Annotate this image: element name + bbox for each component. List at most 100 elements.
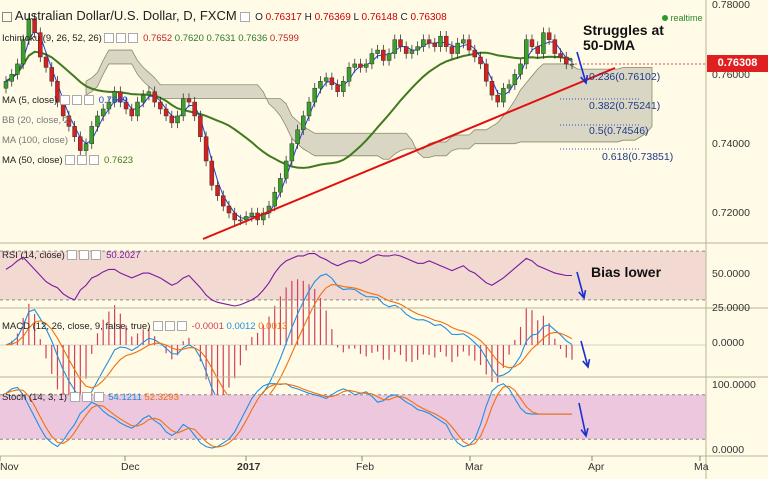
candle-body	[472, 49, 478, 58]
fib-level-05: 0.5(0.74546)	[589, 125, 649, 137]
candle-body	[352, 63, 357, 68]
ichimoku-value-1: 0.7652	[143, 33, 173, 44]
rsi-legend: RSI (14, close) 50.2027	[2, 250, 140, 262]
macd-line	[5, 273, 573, 418]
stoch-k-line	[5, 383, 572, 449]
candle-body	[466, 39, 472, 51]
candle-body	[501, 87, 506, 103]
candle-body	[283, 160, 289, 179]
candle-body	[129, 108, 135, 117]
candle-body	[43, 56, 49, 68]
indicator-eye-icon[interactable]	[69, 392, 80, 403]
indicator-eye-icon[interactable]	[104, 33, 115, 44]
stoch-tick: 0.0000	[712, 444, 745, 456]
candle-body	[461, 39, 466, 44]
candle-body	[483, 63, 489, 82]
ma50-value: 0.7623	[104, 155, 134, 166]
candle-body	[529, 39, 535, 47]
indicator-eye-icon[interactable]	[153, 321, 164, 332]
candle-body	[369, 53, 375, 65]
candle-body	[432, 42, 438, 47]
indicator-settings-icon[interactable]	[72, 95, 83, 106]
stoch-pane[interactable]	[0, 383, 706, 449]
ichimoku-value-4: 0.7636	[238, 33, 268, 44]
indicator-close-icon[interactable]	[128, 33, 139, 44]
indicator-close-icon[interactable]	[177, 321, 188, 332]
low-value: 0.76148	[361, 12, 398, 23]
low-label: L	[353, 12, 359, 23]
candle-body	[524, 39, 529, 65]
stoch-d-line	[5, 383, 572, 448]
rsi-line	[5, 252, 572, 307]
candle-body	[358, 63, 363, 68]
candle-body	[272, 191, 277, 207]
indicator-eye-icon[interactable]	[67, 250, 78, 261]
indicator-eye-icon[interactable]	[65, 155, 76, 166]
candle-body	[306, 101, 312, 117]
candle-body	[564, 56, 569, 65]
candle-body	[175, 115, 180, 124]
indicator-settings-icon[interactable]	[79, 250, 90, 261]
macd-label: MACD (12, 26, close, 9, false, true)	[2, 321, 151, 332]
indicator-settings-icon[interactable]	[165, 321, 176, 332]
indicator-close-icon[interactable]	[93, 392, 104, 403]
macd-pane[interactable]	[0, 273, 706, 418]
indicator-settings-icon[interactable]	[116, 33, 127, 44]
collapse-icon[interactable]	[2, 11, 12, 22]
ma100-legend: MA (100, close)	[2, 135, 68, 147]
candle-body	[226, 205, 232, 214]
candle-body	[295, 129, 300, 144]
candle-body	[478, 56, 483, 65]
indicator-eye-icon[interactable]	[60, 95, 71, 106]
open-value: 0.76317	[265, 12, 302, 23]
ma50-label: MA (50, close)	[2, 155, 63, 166]
candle-body	[381, 49, 386, 61]
candle-body	[341, 81, 346, 92]
ichimoku-value-3: 0.7631	[206, 33, 236, 44]
candle-body	[198, 115, 203, 137]
rsi-tick: 50.0000	[712, 268, 750, 280]
candle-body	[335, 84, 340, 92]
price-tick: 0.74000	[712, 138, 750, 150]
candle-body	[78, 136, 83, 151]
candle-body	[546, 32, 552, 40]
candle-body	[238, 219, 243, 222]
candle-body	[49, 67, 54, 82]
macd-hist-value: -0.0001	[191, 321, 224, 332]
settings-icon[interactable]	[240, 12, 251, 23]
candle-body	[438, 35, 443, 47]
candle-body	[346, 67, 352, 82]
candle-body	[163, 108, 169, 117]
candle-body	[55, 81, 60, 103]
candle-body	[146, 91, 152, 96]
candle-body	[301, 115, 306, 131]
ma5-legend: MA (5, close) 0.7649	[2, 95, 128, 107]
candle-body	[415, 46, 420, 51]
arrow-down-icon-head	[580, 74, 589, 85]
candle-body	[569, 63, 575, 66]
time-tick: 2017	[237, 461, 261, 473]
arrow-down-icon-head	[578, 289, 587, 300]
candle-body	[106, 101, 112, 110]
indicator-settings-icon[interactable]	[77, 155, 88, 166]
macd-signal-value: 0.0013	[258, 321, 288, 332]
rsi-pane[interactable]	[0, 250, 706, 307]
indicator-close-icon[interactable]	[91, 250, 102, 261]
time-tick: Feb	[356, 461, 375, 473]
price-pane[interactable]	[3, 13, 706, 240]
candle-body	[140, 94, 146, 103]
time-tick: Apr	[588, 461, 605, 473]
candle-body	[72, 126, 77, 137]
candle-body	[192, 101, 197, 117]
candle-body	[455, 42, 460, 54]
candle-body	[209, 160, 215, 186]
macd-value: 0.0012	[226, 321, 256, 332]
indicator-close-icon[interactable]	[84, 95, 95, 106]
indicator-close-icon[interactable]	[89, 155, 100, 166]
candle-body	[95, 115, 100, 127]
annotation-struggles: Struggles at 50-DMA	[583, 22, 664, 53]
annotation-bias-lower: Bias lower	[591, 264, 662, 280]
candle-body	[158, 101, 163, 110]
indicator-settings-icon[interactable]	[81, 392, 92, 403]
